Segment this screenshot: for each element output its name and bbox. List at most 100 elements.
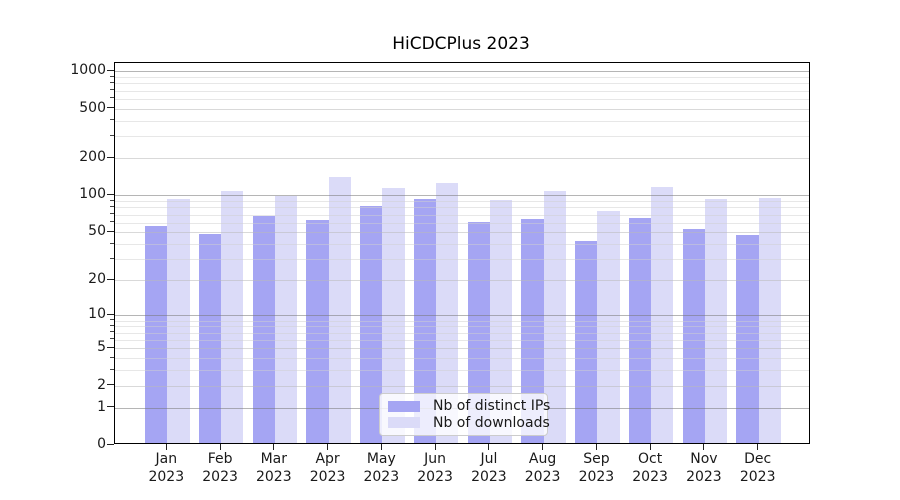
y-gridline-minor-70 bbox=[114, 214, 809, 216]
y-gridline-minor-60 bbox=[114, 222, 809, 224]
legend-swatch-downloads bbox=[388, 417, 420, 429]
x-tick-mar bbox=[273, 444, 275, 450]
y-gridline-minor-400 bbox=[114, 120, 809, 122]
y-tick-minor-40 bbox=[110, 242, 114, 244]
y-gridline-minor-90 bbox=[114, 201, 809, 202]
bar-feb-downloads bbox=[221, 191, 244, 443]
x-tick-may bbox=[380, 444, 382, 450]
y-tick-2 bbox=[107, 384, 114, 386]
y-gridline-minor-9 bbox=[114, 320, 809, 322]
x-tick-label-apr: Apr 2023 bbox=[296, 451, 360, 486]
y-tick-label-50: 50 bbox=[88, 223, 106, 240]
y-tick-minor-90 bbox=[110, 199, 114, 201]
bar-oct-distinct-ips bbox=[628, 218, 652, 443]
x-tick-label-year: 2023 bbox=[632, 468, 668, 485]
x-tick-aug bbox=[542, 444, 544, 450]
y-gridline-minor-800 bbox=[114, 83, 809, 85]
y-tick-5 bbox=[107, 346, 114, 348]
y-tick-minor-300 bbox=[110, 134, 114, 136]
y-gridline-minor-900 bbox=[114, 77, 809, 78]
legend-label-downloads: Nb of downloads bbox=[433, 414, 550, 431]
x-tick-label-may: May 2023 bbox=[349, 451, 413, 486]
x-tick-feb bbox=[219, 444, 221, 450]
plot-area bbox=[113, 62, 810, 444]
y-tick-minor-7 bbox=[110, 331, 114, 332]
x-tick-label-year: 2023 bbox=[578, 468, 615, 485]
x-tick-label-year: 2023 bbox=[417, 468, 453, 485]
legend: Nb of distinct IPs Nb of downloads bbox=[379, 393, 550, 436]
y-tick-minor-6 bbox=[110, 338, 114, 340]
bar-dec-distinct-ips bbox=[736, 234, 759, 443]
x-tick-label-year: 2023 bbox=[363, 468, 400, 485]
bar-oct-downloads bbox=[651, 187, 674, 443]
x-tick-nov bbox=[703, 444, 705, 450]
x-tick-dec bbox=[757, 444, 759, 450]
y-gridline-minor-30 bbox=[114, 259, 809, 261]
x-tick-label-year: 2023 bbox=[739, 468, 776, 485]
x-tick-sep bbox=[595, 444, 597, 450]
y-tick-20 bbox=[107, 278, 114, 280]
x-tick-label-jul: Jul 2023 bbox=[457, 451, 521, 486]
y-tick-50 bbox=[107, 230, 114, 232]
x-tick-label-jun: Jun 2023 bbox=[403, 451, 467, 486]
y-tick-minor-800 bbox=[110, 81, 114, 83]
bar-jul-distinct-ips bbox=[467, 221, 490, 443]
x-tick-label-oct: Oct 2023 bbox=[618, 451, 682, 486]
chart-title: HiCDCPlus 2023 bbox=[392, 34, 530, 54]
y-gridline-minor-7 bbox=[114, 332, 809, 334]
x-tick-label-dec: Dec 2023 bbox=[726, 451, 790, 486]
y-tick-minor-70 bbox=[110, 213, 114, 214]
y-gridline-minor-3 bbox=[114, 370, 809, 371]
x-tick-label-nov: Nov 2023 bbox=[672, 451, 736, 486]
y-tick-500 bbox=[107, 107, 114, 109]
y-tick-minor-60 bbox=[110, 221, 114, 223]
y-tick-label-10: 10 bbox=[88, 306, 106, 323]
x-tick-label-year: 2023 bbox=[148, 468, 185, 485]
x-tick-label-year: 2023 bbox=[202, 468, 238, 485]
bar-aug-distinct-ips bbox=[521, 218, 544, 443]
bar-may-distinct-ips bbox=[360, 206, 383, 443]
y-tick-label-5: 5 bbox=[97, 339, 106, 356]
y-tick-100 bbox=[107, 193, 114, 195]
y-tick-label-1: 1 bbox=[97, 398, 106, 415]
y-tick-minor-8 bbox=[110, 324, 114, 326]
y-tick-label-100: 100 bbox=[79, 186, 106, 203]
x-tick-label-year: 2023 bbox=[686, 468, 722, 485]
y-tick-1000 bbox=[107, 69, 114, 71]
x-tick-label-feb: Feb 2023 bbox=[188, 451, 252, 486]
y-tick-1 bbox=[107, 406, 114, 407]
y-tick-label-0: 0 bbox=[97, 436, 106, 452]
bar-mar-distinct-ips bbox=[252, 215, 275, 443]
y-gridline-minor-600 bbox=[114, 98, 809, 100]
x-tick-label-mar: Mar 2023 bbox=[242, 451, 306, 486]
x-tick-label-year: 2023 bbox=[471, 468, 507, 485]
y-tick-minor-700 bbox=[110, 89, 114, 91]
x-tick-apr bbox=[327, 444, 329, 450]
x-tick-label-sep: Sep 2023 bbox=[564, 451, 628, 486]
y-tick-minor-600 bbox=[110, 97, 114, 99]
bar-apr-distinct-ips bbox=[306, 219, 329, 443]
x-tick-jan bbox=[165, 444, 167, 450]
y-tick-0 bbox=[107, 443, 114, 445]
bar-dec-downloads bbox=[758, 197, 781, 443]
y-tick-label-2: 2 bbox=[97, 376, 106, 393]
y-tick-200 bbox=[107, 156, 114, 158]
x-tick-jul bbox=[488, 444, 490, 450]
x-tick-label-aug: Aug 2023 bbox=[511, 451, 575, 486]
legend-swatch-distinct-ips bbox=[388, 400, 420, 412]
y-tick-minor-900 bbox=[110, 75, 114, 77]
bar-aug-downloads bbox=[543, 191, 566, 443]
y-gridline-50 bbox=[114, 232, 809, 234]
legend-item-distinct-ips: Nb of distinct IPs bbox=[388, 398, 550, 414]
y-tick-minor-80 bbox=[110, 205, 114, 207]
y-gridline-minor-80 bbox=[114, 207, 809, 209]
y-tick-minor-400 bbox=[110, 119, 114, 121]
y-tick-label-20: 20 bbox=[88, 271, 106, 288]
y-tick-minor-3 bbox=[110, 368, 114, 370]
y-tick-minor-4 bbox=[110, 356, 114, 358]
y-tick-minor-30 bbox=[110, 257, 114, 259]
bar-nov-distinct-ips bbox=[682, 229, 705, 443]
y-tick-label-500: 500 bbox=[79, 99, 106, 116]
bar-sep-distinct-ips bbox=[575, 240, 598, 443]
